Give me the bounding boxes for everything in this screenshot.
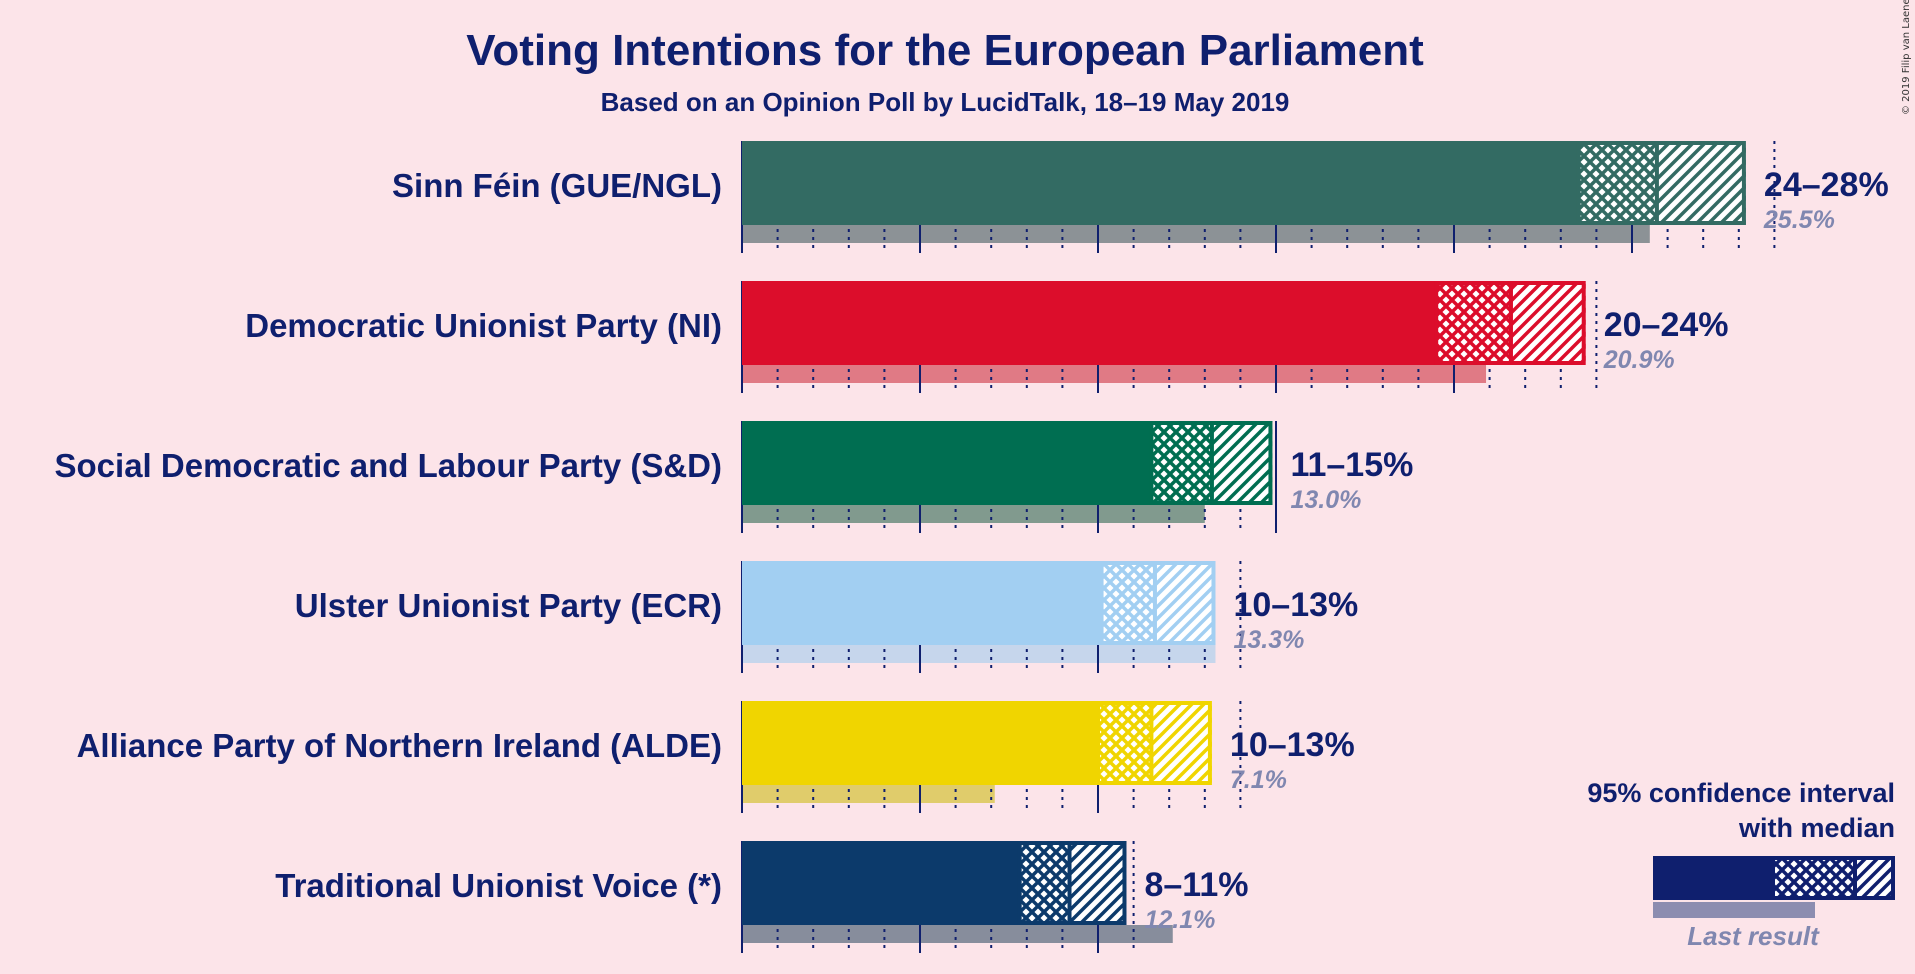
last-result-bar (742, 505, 1205, 523)
ci-upper-hatch (1510, 281, 1586, 365)
ci-upper-hatch (1656, 141, 1746, 225)
ci-range-label: 24–28% (1764, 166, 1889, 204)
ci-outline (1096, 701, 1212, 785)
ci-upper-hatch (1211, 421, 1273, 505)
ci-outline (1576, 141, 1746, 225)
party-label: Democratic Unionist Party (NI) (245, 307, 722, 344)
legend-ci-outline (1771, 856, 1895, 900)
last-result-label: 20.9% (1603, 346, 1675, 374)
median-bar (742, 141, 1579, 225)
ci-range-label: 11–15% (1290, 446, 1413, 484)
legend-median-swatch (1653, 856, 1773, 900)
ci-lower-hatch (1151, 421, 1212, 505)
chart-subtitle: Based on an Opinion Poll by LucidTalk, 1… (601, 87, 1290, 117)
legend-ci-title: 95% confidence interval (1587, 778, 1895, 808)
copyright-notice: © 2019 Filip van Laenen (1901, 0, 1912, 115)
median-bar (742, 841, 1020, 925)
median-bar (742, 561, 1102, 645)
last-result-bar (742, 925, 1173, 943)
ci-lower-hatch (1578, 141, 1657, 225)
last-result-label: 13.3% (1233, 626, 1304, 654)
ci-lower-hatch (1101, 561, 1155, 645)
ci-range-label: 10–13% (1230, 726, 1355, 764)
ci-lower-hatch (1436, 281, 1511, 365)
median-bar (742, 701, 1098, 785)
ci-range-label: 20–24% (1604, 306, 1729, 344)
party-row: Ulster Unionist Party (ECR) 10–13%13.3% (295, 561, 1358, 673)
ci-lower-hatch (1019, 841, 1070, 925)
ci-outline (1099, 561, 1216, 645)
ci-lower-hatch (1098, 701, 1152, 785)
chart-rows: Sinn Féin (GUE/NGL) 24–28%25.5% Democratic… (55, 141, 1889, 953)
ci-upper-hatch (1151, 701, 1212, 785)
party-row: Democratic Unionist Party (NI) 20–24%20.9… (245, 281, 1729, 393)
median-bar (742, 421, 1152, 505)
last-result-label: 13.0% (1290, 486, 1361, 514)
party-label: Social Democratic and Labour Party (S&D) (55, 447, 723, 484)
legend-diag-hatch (1855, 856, 1895, 900)
last-result-label: 25.5% (1763, 206, 1835, 234)
last-result-bar (742, 365, 1487, 383)
ci-upper-hatch (1154, 561, 1216, 645)
party-row: Traditional Unionist Voice (*) 8–11%12.1% (275, 841, 1248, 953)
ci-outline (1017, 841, 1127, 925)
party-label: Ulster Unionist Party (ECR) (295, 587, 722, 624)
party-label: Sinn Féin (GUE/NGL) (392, 167, 722, 204)
last-result-bar (742, 785, 995, 803)
last-result-bar (742, 225, 1650, 243)
party-row: Alliance Party of Northern Ireland (ALDE… (77, 701, 1355, 813)
median-bar (742, 281, 1437, 365)
legend-last-swatch (1653, 902, 1815, 918)
legend-cross-hatch (1773, 856, 1855, 900)
ci-upper-hatch (1069, 841, 1127, 925)
chart-legend: 95% confidence interval with median Last r… (1587, 778, 1895, 951)
party-row: Sinn Féin (GUE/NGL) 24–28%25.5% (392, 141, 1889, 253)
last-result-bar (742, 645, 1216, 663)
legend-last-label: Last result (1687, 921, 1820, 951)
ci-range-label: 10–13% (1233, 586, 1358, 624)
party-row: Social Democratic and Labour Party (S&D)… (55, 421, 1413, 533)
party-label: Alliance Party of Northern Ireland (ALDE… (77, 727, 722, 764)
chart-title: Voting Intentions for the European Parli… (466, 26, 1424, 75)
last-result-label: 7.1% (1230, 766, 1287, 794)
party-label: Traditional Unionist Voice (*) (275, 867, 722, 904)
legend-ci-subtitle: with median (1738, 813, 1895, 843)
last-result-label: 12.1% (1144, 906, 1215, 934)
ci-range-label: 8–11% (1144, 866, 1248, 904)
